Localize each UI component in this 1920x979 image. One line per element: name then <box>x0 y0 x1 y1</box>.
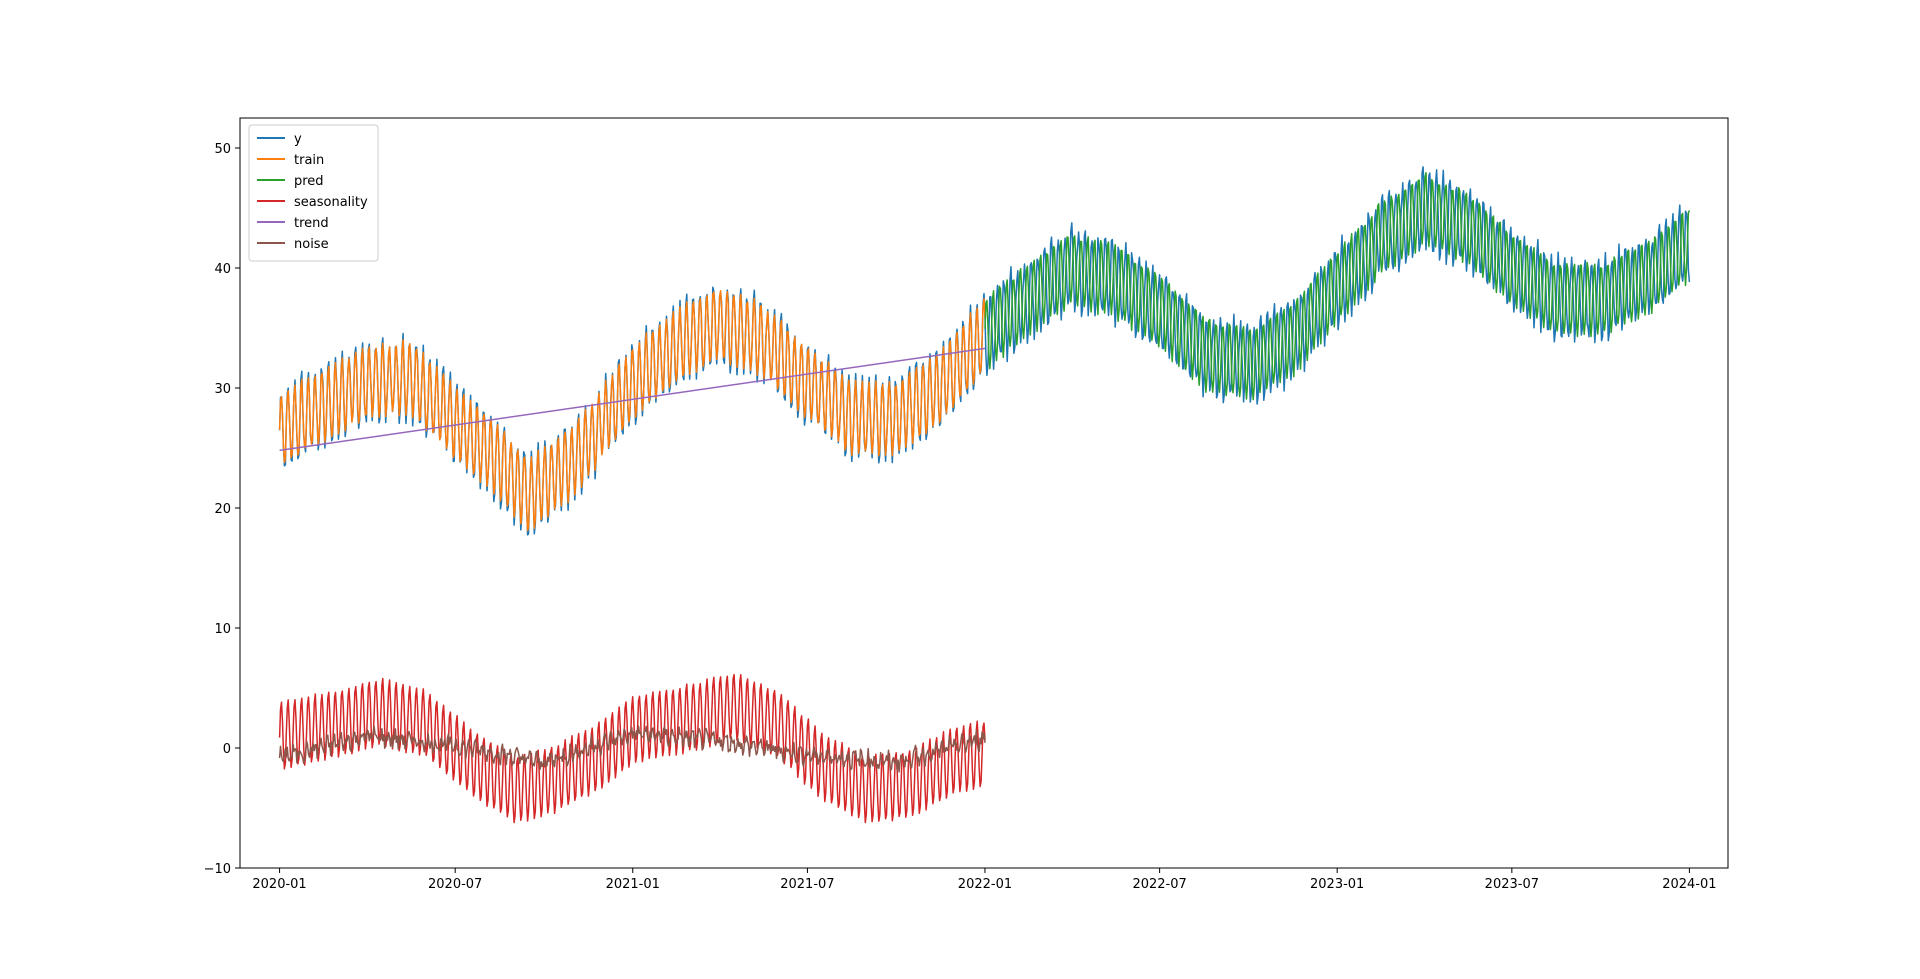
series-pred-line <box>984 171 1691 401</box>
x-tick-label: 2023-07 <box>1485 877 1539 892</box>
y-tick-label: 10 <box>214 622 231 637</box>
x-tick-label: 2020-01 <box>252 877 306 892</box>
series-trend-line <box>279 347 986 452</box>
y-tick-label: −10 <box>204 862 231 877</box>
x-tick-label: 2024-01 <box>1662 877 1716 892</box>
legend: y train pred seasonality trend noise <box>248 124 379 262</box>
x-axis: 2020-01 2020-07 2021-01 2021-07 2022-01 2022-… <box>252 868 1717 892</box>
y-tick-label: 20 <box>214 502 231 517</box>
axes-frame <box>239 117 1729 869</box>
legend-label-train: train <box>294 153 324 168</box>
y-tick-label: 0 <box>223 742 231 757</box>
legend-label-y: y <box>294 132 302 147</box>
y-tick-label: 30 <box>214 382 231 397</box>
legend-label-pred: pred <box>294 174 324 189</box>
x-tick-label: 2021-01 <box>606 877 660 892</box>
y-tick-label: 50 <box>214 142 231 157</box>
x-tick-label: 2022-01 <box>958 877 1012 892</box>
x-tick-label: 2020-07 <box>428 877 482 892</box>
series-noise-line <box>278 725 986 773</box>
y-axis: −10 0 10 20 30 40 50 <box>204 142 240 877</box>
legend-label-noise: noise <box>294 237 329 252</box>
legend-label-trend: trend <box>294 216 329 231</box>
series-train-line <box>278 290 986 532</box>
y-tick-label: 40 <box>214 262 231 277</box>
x-tick-label: 2021-07 <box>780 877 834 892</box>
plot-area <box>278 166 1691 824</box>
x-tick-label: 2022-07 <box>1132 877 1186 892</box>
series-seasonality-line <box>278 673 986 824</box>
x-tick-label: 2023-01 <box>1310 877 1364 892</box>
legend-label-seasonality: seasonality <box>294 195 368 210</box>
